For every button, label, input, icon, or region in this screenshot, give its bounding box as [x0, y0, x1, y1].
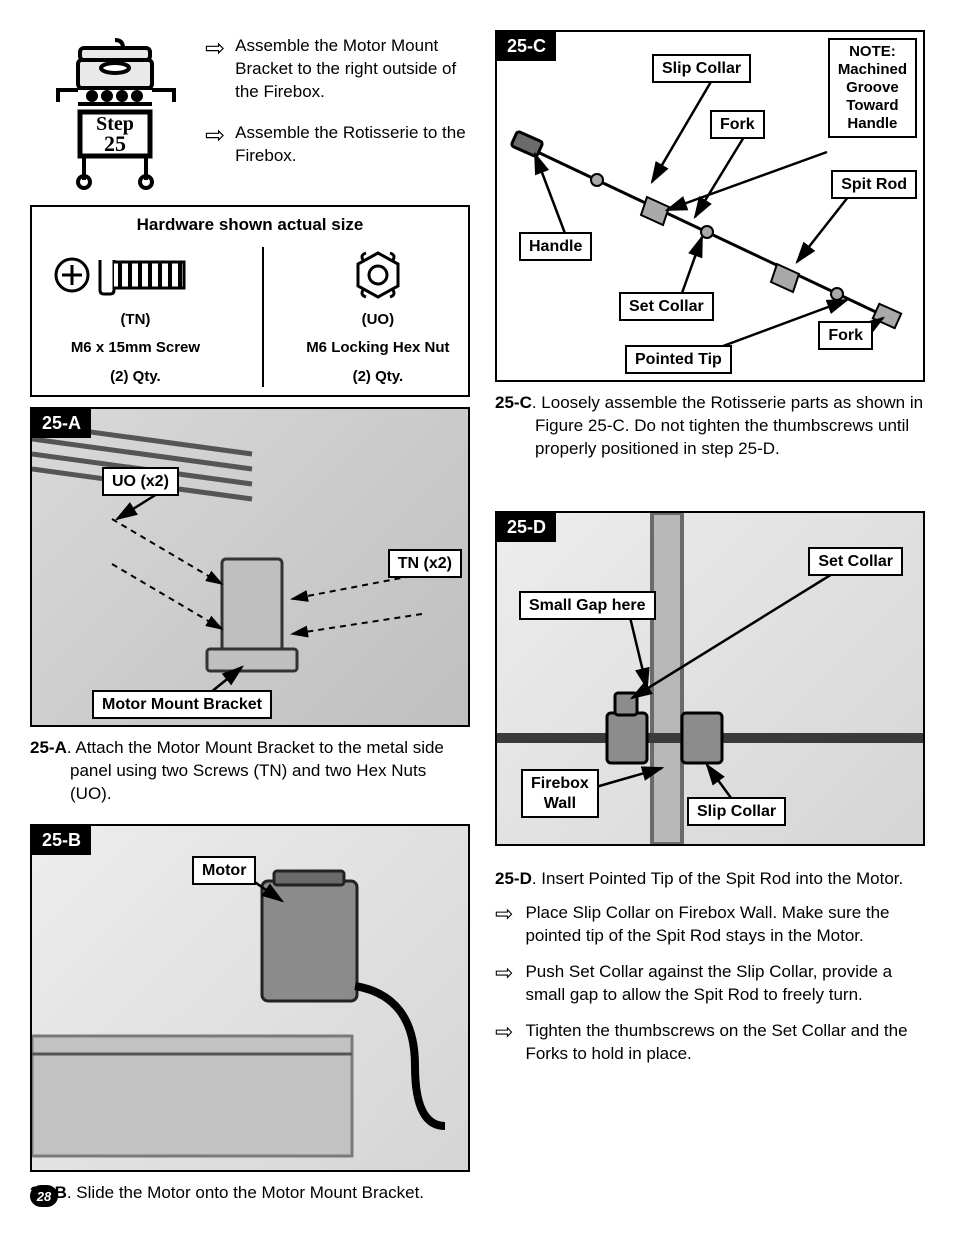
caption-body: . Slide the Motor onto the Motor Mount B… [67, 1183, 424, 1202]
callout-slip-collar: Slip Collar [687, 797, 786, 826]
figure-tag: 25-B [32, 826, 91, 855]
callout-uo: UO (x2) [102, 467, 179, 496]
callout-pointed-tip: Pointed Tip [625, 345, 732, 374]
figure-25c: 25-C Slip Collar Fork Spit Rod Handle Se… [495, 30, 925, 382]
arrow-icon: ⇨ [495, 1021, 513, 1066]
arrow-icon: ⇨ [205, 37, 225, 61]
callout-tn: TN (x2) [388, 549, 462, 578]
step-icon: Step 25 [30, 30, 190, 190]
caption-25a: 25-A. Attach the Motor Mount Bracket to … [30, 737, 470, 806]
page-root: Step 25 ⇨ Assemble the Motor Mount Brack… [30, 30, 924, 1223]
figure-tag: 25-C [497, 32, 556, 61]
hardware-desc: M6 x 15mm Screw [50, 338, 220, 358]
hardware-title: Hardware shown actual size [32, 207, 468, 247]
step-tasks: ⇨ Assemble the Motor Mount Bracket to th… [205, 30, 470, 190]
caption-25c: 25-C. Loosely assemble the Rotisserie pa… [495, 392, 925, 461]
callout-set-collar: Set Collar [619, 292, 714, 321]
bullet-text: Push Set Collar against the Slip Collar,… [525, 960, 925, 1007]
figure-tag: 25-A [32, 409, 91, 438]
callout-bracket: Motor Mount Bracket [92, 690, 272, 719]
arrow-icon: ⇨ [495, 903, 513, 948]
callout-note: NOTE: Machined Groove Toward Handle [828, 38, 917, 138]
figure-25a: 25-A UO (x2) TN (x2) Motor Mount Bracket [30, 407, 470, 727]
step-number: 25 [104, 131, 126, 156]
task-row: ⇨ Assemble the Motor Mount Bracket to th… [205, 35, 470, 104]
hardware-desc: M6 Locking Hex Nut [306, 338, 449, 358]
caption-25b: 25-B. Slide the Motor onto the Motor Mou… [30, 1182, 470, 1205]
caption-lead: 25-D [495, 869, 532, 888]
callout-set-collar: Set Collar [808, 547, 903, 576]
figure-tag: 25-D [497, 513, 556, 542]
arrow-icon: ⇨ [495, 962, 513, 1007]
caption-body: . Attach the Motor Mount Bracket to the … [67, 738, 444, 803]
figure-25b: 25-B Motor [30, 824, 470, 1172]
hardware-qty: (2) Qty. [50, 367, 220, 387]
task-text: Assemble the Rotisserie to the Firebox. [235, 122, 470, 168]
hardware-item-tn: (TN) M6 x 15mm Screw (2) Qty. [50, 247, 220, 387]
bullet-text: Place Slip Collar on Firebox Wall. Make … [525, 901, 925, 948]
right-column: 25-C Slip Collar Fork Spit Rod Handle Se… [495, 30, 925, 1223]
task-row: ⇨ Assemble the Rotisserie to the Firebox… [205, 122, 470, 168]
callout-fork: Fork [818, 321, 873, 350]
callout-small-gap: Small Gap here [519, 591, 656, 620]
caption-body: . Insert Pointed Tip of the Spit Rod int… [532, 869, 903, 888]
hardware-code: (UO) [306, 310, 449, 330]
hardware-items: (TN) M6 x 15mm Screw (2) Qty. [32, 247, 468, 387]
callout-spit-rod: Spit Rod [831, 170, 917, 199]
hardware-item-uo: (UO) M6 Locking Hex Nut (2) Qty. [306, 247, 449, 387]
caption-25d: 25-D. Insert Pointed Tip of the Spit Rod… [495, 868, 925, 891]
arrow-icon: ⇨ [205, 124, 225, 148]
left-column: Step 25 ⇨ Assemble the Motor Mount Brack… [30, 30, 470, 1223]
caption-body: . Loosely assemble the Rotisserie parts … [532, 393, 923, 458]
task-text: Assemble the Motor Mount Bracket to the … [235, 35, 470, 104]
callout-fork: Fork [710, 110, 765, 139]
caption-lead: 25-C [495, 393, 532, 412]
callout-firebox-wall: Firebox Wall [521, 769, 599, 817]
callout-handle: Handle [519, 232, 592, 261]
screw-icon [50, 247, 220, 302]
nut-icon [306, 247, 449, 302]
caption-lead: 25-A [30, 738, 67, 757]
callout-slip-collar: Slip Collar [652, 54, 751, 83]
bullet-text: Tighten the thumbscrews on the Set Colla… [525, 1019, 925, 1066]
divider [262, 247, 264, 387]
callout-motor: Motor [192, 856, 256, 885]
bullet-row: ⇨ Tighten the thumbscrews on the Set Col… [495, 1019, 925, 1066]
bullet-list-25d: ⇨ Place Slip Collar on Firebox Wall. Mak… [495, 901, 925, 1078]
page-number: 28 [30, 1185, 58, 1207]
bullet-row: ⇨ Place Slip Collar on Firebox Wall. Mak… [495, 901, 925, 948]
bullet-row: ⇨ Push Set Collar against the Slip Colla… [495, 960, 925, 1007]
hardware-code: (TN) [50, 310, 220, 330]
hardware-qty: (2) Qty. [306, 367, 449, 387]
figure-25d: 25-D Set Collar Small Gap here Firebox W… [495, 511, 925, 846]
hardware-panel: Hardware shown actual size [30, 205, 470, 397]
step-header: Step 25 ⇨ Assemble the Motor Mount Brack… [30, 30, 470, 190]
